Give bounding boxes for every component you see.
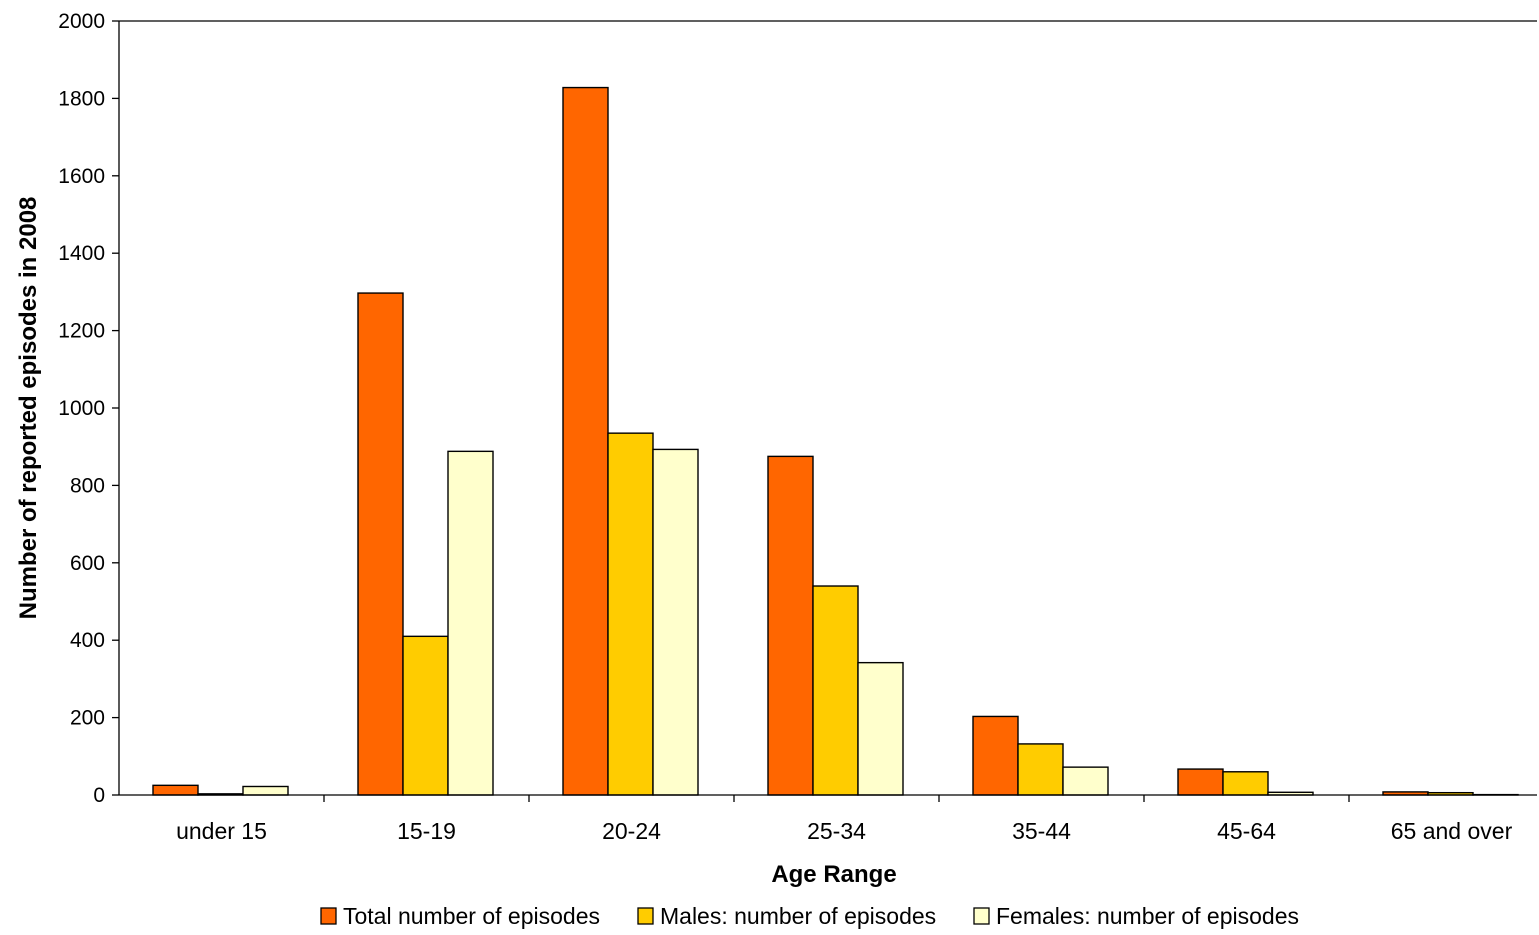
y-tick-label: 600 xyxy=(70,552,105,575)
y-tick-label: 0 xyxy=(93,784,105,807)
y-axis: 0 200 400 600 800 1000 1200 1400 1600 1800 2000 xyxy=(58,10,119,807)
x-tick-label: 20-24 xyxy=(602,818,661,844)
x-tick-label: 35-44 xyxy=(1012,818,1071,844)
x-tick-label: under 15 xyxy=(176,818,267,844)
x-tick-label: 65 and over xyxy=(1391,818,1513,844)
bar-total-5 xyxy=(1178,769,1223,795)
legend-label: Males: number of episodes xyxy=(660,903,936,929)
bar-males-3 xyxy=(813,586,858,795)
y-axis-title-group: Number of reported episodes in 2008 xyxy=(15,197,42,620)
bar-males-5 xyxy=(1223,772,1268,795)
x-tick-label: 25-34 xyxy=(807,818,866,844)
y-tick-label: 1000 xyxy=(58,397,105,420)
y-tick-label: 1400 xyxy=(58,242,105,265)
y-tick-label: 1600 xyxy=(58,165,105,188)
x-tick-label: 15-19 xyxy=(397,818,456,844)
y-tick-label: 200 xyxy=(70,707,105,730)
bar-total-3 xyxy=(768,456,813,795)
x-axis: under 15 15-19 20-24 25-34 35-44 45-64 65 and … xyxy=(176,818,1512,844)
bar-females-0 xyxy=(243,786,288,795)
bar-total-0 xyxy=(153,785,198,795)
y-tick-label: 400 xyxy=(70,629,105,652)
y-tick-label: 2000 xyxy=(58,10,105,33)
y-tick-label: 800 xyxy=(70,474,105,497)
legend: Total number of episodes Males: number of… xyxy=(321,903,1299,929)
legend-label: Total number of episodes xyxy=(343,903,600,929)
y-axis-title: Number of reported episodes in 2008 xyxy=(15,197,42,620)
legend-swatch xyxy=(321,908,336,924)
legend-label: Females: number of episodes xyxy=(996,903,1299,929)
legend-item-females: Females: number of episodes xyxy=(974,903,1299,929)
x-tick-label: 45-64 xyxy=(1217,818,1276,844)
bar-total-4 xyxy=(973,716,1018,795)
legend-item-males: Males: number of episodes xyxy=(638,903,936,929)
y-tick-label: 1200 xyxy=(58,320,105,343)
bar-males-4 xyxy=(1018,744,1063,795)
x-axis-title: Age Range xyxy=(771,861,896,888)
bars xyxy=(153,88,1518,795)
bar-females-3 xyxy=(858,663,903,795)
y-tick-label: 1800 xyxy=(58,87,105,110)
legend-swatch xyxy=(638,908,653,924)
bar-males-1 xyxy=(403,636,448,795)
bar-total-1 xyxy=(358,293,403,795)
bar-females-1 xyxy=(448,451,493,795)
bar-total-2 xyxy=(563,88,608,795)
legend-swatch xyxy=(974,908,989,924)
legend-item-total: Total number of episodes xyxy=(321,903,600,929)
bar-females-4 xyxy=(1063,767,1108,795)
bar-males-2 xyxy=(608,433,653,795)
bar-females-2 xyxy=(653,449,698,795)
